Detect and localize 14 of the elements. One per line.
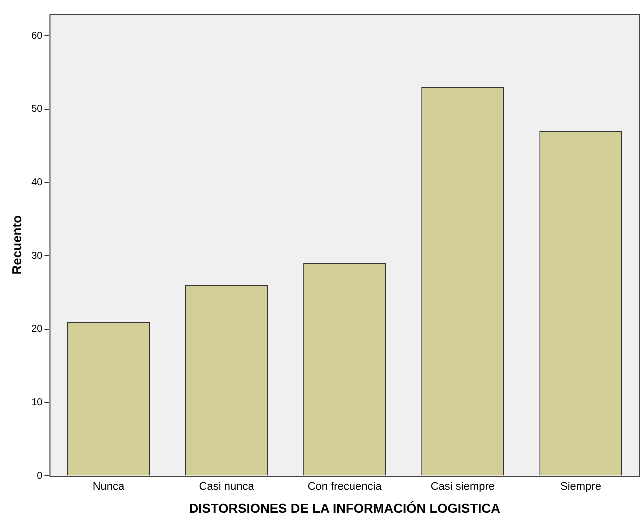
x-tick-label: Siempre xyxy=(560,480,602,493)
y-axis-title: Recuento xyxy=(9,215,24,275)
x-tick-label: Casi siempre xyxy=(430,480,496,493)
x-tick-label: Con frecuencia xyxy=(308,480,383,493)
y-tick-label: 40 xyxy=(32,177,44,188)
x-tick-label: Nunca xyxy=(92,480,126,493)
y-tick-label: 10 xyxy=(32,398,44,409)
y-tick-label: 20 xyxy=(32,324,44,336)
y-tick-label: 50 xyxy=(32,104,44,116)
x-axis-title: DISTORSIONES DE LA INFORMACIÓN LOGISTICA xyxy=(189,500,502,516)
y-tick-label: 60 xyxy=(32,30,44,42)
y-tick-label: 0 xyxy=(37,470,44,482)
y-tick-label: 30 xyxy=(32,250,44,262)
x-tick-label: Casi nunca xyxy=(199,480,256,493)
